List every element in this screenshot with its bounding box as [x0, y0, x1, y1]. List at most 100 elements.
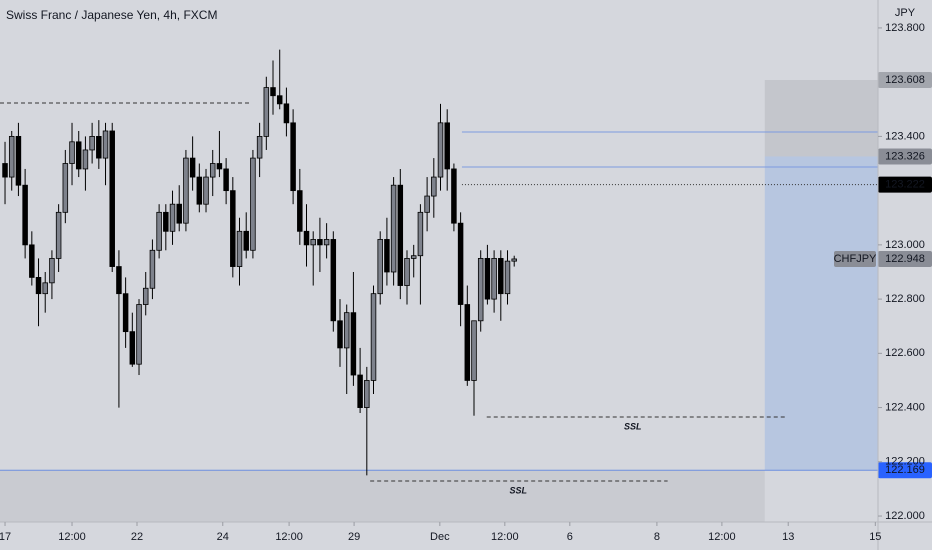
y-tick-label: 123.000 [885, 239, 925, 251]
candle-body [29, 244, 35, 278]
y-axis-label: JPY [895, 7, 916, 19]
candle-body [364, 380, 370, 408]
zone [764, 79, 878, 157]
candle-body [491, 258, 497, 300]
candle-body [189, 157, 196, 178]
candle-body [437, 122, 444, 178]
candle-body [310, 239, 316, 246]
candle-body [69, 141, 75, 164]
candle-body [337, 320, 343, 349]
level-label: SSL [509, 485, 527, 495]
candle-body [49, 258, 55, 284]
candle-body [457, 222, 464, 305]
candle-body [223, 168, 229, 192]
candle-body [209, 163, 216, 178]
candle-body [196, 176, 203, 205]
x-tick-label: 12:00 [275, 531, 303, 543]
candle-body [498, 258, 504, 295]
candle-body [370, 293, 377, 381]
candle-body [297, 190, 303, 232]
candle-body [317, 239, 323, 246]
zone [0, 470, 765, 522]
candle-body [504, 260, 511, 295]
candle-body [129, 331, 136, 365]
price-label: 122.169 [885, 464, 925, 476]
candle-body [169, 203, 176, 232]
candle-body [42, 282, 48, 295]
candle-body [290, 122, 296, 192]
price-label: 123.326 [885, 150, 925, 162]
candle-body [75, 141, 82, 170]
candle-body [176, 203, 182, 224]
candle-body [109, 130, 115, 267]
y-tick-label: 122.200 [885, 456, 925, 468]
y-tick-label: 122.800 [885, 293, 925, 305]
x-tick-label: 6 [567, 531, 573, 543]
candle-body [276, 95, 283, 105]
candle-body [156, 211, 162, 251]
candle-body [390, 184, 397, 273]
candle-body [303, 230, 310, 246]
candle-body [323, 239, 330, 246]
candle-body [22, 184, 28, 246]
candle-body [330, 239, 337, 322]
candle-body [256, 135, 263, 159]
candle-body [424, 195, 430, 213]
candle-body [89, 135, 95, 151]
x-tick-label: 15 [869, 531, 881, 543]
candle-body [511, 258, 517, 262]
x-tick-label: 17 [0, 531, 11, 543]
x-tick-label: 12:00 [491, 531, 519, 543]
candle-body [216, 163, 223, 170]
x-tick-label: 22 [131, 531, 143, 543]
candle-body [8, 135, 15, 178]
price-label-bg [878, 71, 932, 88]
candle-body [243, 230, 249, 251]
candle-body [230, 190, 236, 267]
candle-body [96, 135, 102, 159]
candle-body [15, 135, 22, 186]
candle-body [122, 293, 129, 333]
x-tick-label: 12:00 [58, 531, 86, 543]
candle-body [417, 211, 424, 257]
candle-body [203, 176, 209, 205]
candle-body [250, 157, 256, 251]
price-label-bg [878, 462, 932, 479]
symbol-label: CHFJPY [834, 253, 877, 265]
price-label: 122.948 [885, 253, 925, 265]
zone [764, 156, 878, 471]
candle-body [477, 258, 484, 322]
candle-body [142, 287, 149, 305]
candle-body [410, 255, 417, 259]
symbol-label-bg [834, 250, 876, 267]
candle-body [444, 122, 450, 170]
candle-body [397, 184, 404, 286]
price-label: 123.608 [885, 74, 925, 86]
price-label-bg [878, 250, 932, 267]
x-tick-label: 13 [782, 531, 794, 543]
x-tick-label: 8 [654, 531, 660, 543]
candle-body [350, 312, 357, 376]
y-tick-label: 122.600 [885, 347, 925, 359]
y-tick-label: 122.000 [885, 510, 925, 522]
y-tick-label: 123.800 [885, 22, 925, 34]
candle-body [384, 239, 390, 273]
candle-body [270, 87, 276, 97]
price-label-bg [878, 148, 932, 165]
price-label-bg [878, 176, 932, 193]
candle-body [343, 312, 350, 349]
price-label: 123.222 [885, 179, 925, 191]
candle-body [263, 87, 270, 137]
candle-body [35, 277, 42, 295]
x-tick-label: 29 [348, 531, 360, 543]
candle-body [484, 258, 491, 300]
x-tick-label: Dec [430, 531, 450, 543]
candle-body [451, 168, 457, 224]
candle-body [163, 211, 169, 232]
x-tick-label: 12:00 [708, 531, 736, 543]
candle-body [55, 211, 62, 259]
candle-body [377, 239, 383, 295]
candle-body [183, 157, 189, 224]
candle-body [283, 103, 290, 124]
